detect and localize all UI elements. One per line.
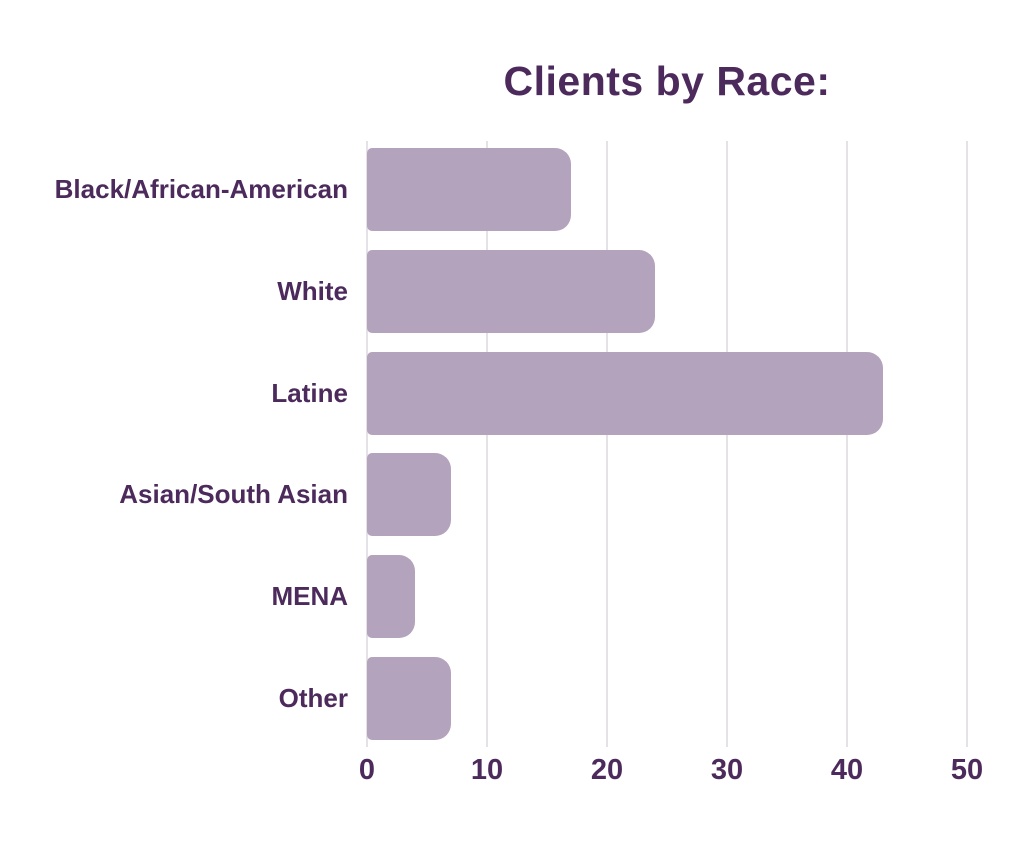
chart-row: Other [0,647,1030,749]
gridline-x-10 [486,141,488,747]
chart-row: Black/African-American [0,139,1030,241]
chart-row: White [0,241,1030,343]
category-label: Other [278,682,348,713]
bar [367,250,655,333]
bar [367,351,883,435]
chart-title: Clients by Race: [503,58,831,104]
category-label: White [277,276,348,306]
category-label: Latine [271,377,348,408]
gridline-x-50 [966,141,968,747]
x-tick-label: 20 [590,754,624,786]
x-tick-label: 0 [358,754,376,786]
gridline-x-40 [846,141,848,747]
gridline-x-0 [366,141,368,747]
chart-row: Latine [0,342,1030,444]
category-label: Asian/South Asian [119,479,348,510]
gridline-x-20 [606,141,608,747]
chart-row: Asian/South Asian [0,444,1030,546]
gridline-x-30 [726,141,728,747]
bar [367,453,451,537]
x-tick-label: 50 [950,754,984,786]
bar [367,555,415,639]
x-tick-label: 10 [470,754,504,786]
plot-area [366,141,968,747]
bar [367,148,571,232]
x-tick-label: 40 [830,754,864,786]
x-tick-label: 30 [710,754,744,786]
bar-rows: Black/African-American White Latine Asian/S… [0,139,1030,749]
bar [367,656,451,740]
chart-row: MENA [0,546,1030,648]
category-label: Black/African-American [54,174,348,205]
x-axis: 0 10 20 30 40 50 [359,754,983,796]
category-label: MENA [271,581,348,612]
